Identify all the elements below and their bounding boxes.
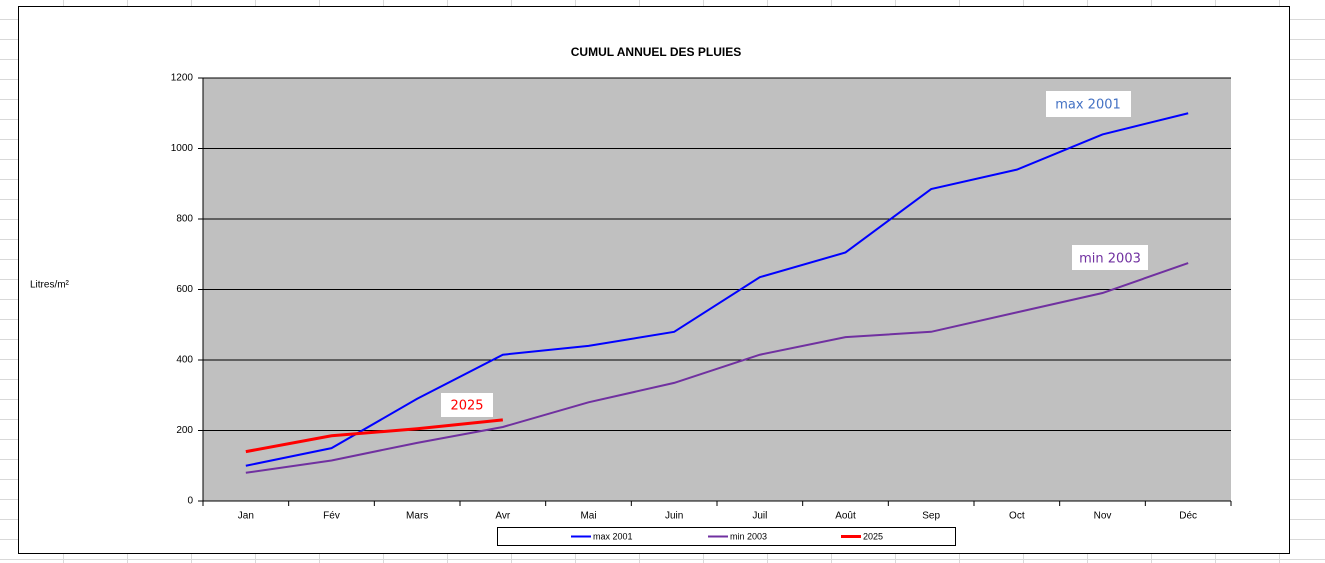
y-tick-label: 800: [176, 214, 193, 225]
x-tick-label: Déc: [1179, 511, 1197, 522]
y-axis-label: Litres/m²: [30, 280, 70, 291]
series-line: [245, 418, 503, 454]
y-tick-label: 600: [176, 284, 193, 295]
annotation: min 2003: [1079, 252, 1141, 267]
x-tick-label: Avr: [495, 511, 510, 522]
x-tick-label: Mars: [406, 511, 428, 522]
x-tick-label: Jan: [238, 511, 254, 522]
legend-label: min 2003: [730, 531, 767, 541]
x-tick-label: Oct: [1009, 511, 1025, 522]
series-line: [245, 262, 1189, 474]
x-tick-label: Mai: [580, 511, 596, 522]
x-tick-label: Sep: [922, 511, 940, 522]
x-tick-label: Juil: [752, 511, 767, 522]
annotation: 2025: [450, 399, 483, 414]
annotation-box: [1046, 91, 1131, 117]
y-tick-label: 1200: [171, 73, 194, 84]
legend-label: max 2001: [593, 531, 633, 541]
annotation: max 2001: [1055, 98, 1121, 113]
y-tick-label: 1000: [171, 143, 194, 154]
chart-title: CUMUL ANNUEL DES PLUIES: [571, 45, 741, 59]
series-line: [245, 112, 1189, 467]
y-tick-label: 400: [176, 355, 193, 366]
x-tick-label: Juin: [665, 511, 683, 522]
x-tick-label: Août: [835, 511, 856, 522]
x-tick-label: Nov: [1094, 511, 1112, 522]
legend-label: 2025: [863, 531, 883, 541]
x-tick-label: Fév: [323, 511, 340, 522]
annotation-box: [441, 393, 493, 417]
y-tick-label: 200: [176, 425, 193, 436]
y-tick-label: 0: [187, 496, 193, 507]
annotation-box: [1072, 245, 1148, 270]
